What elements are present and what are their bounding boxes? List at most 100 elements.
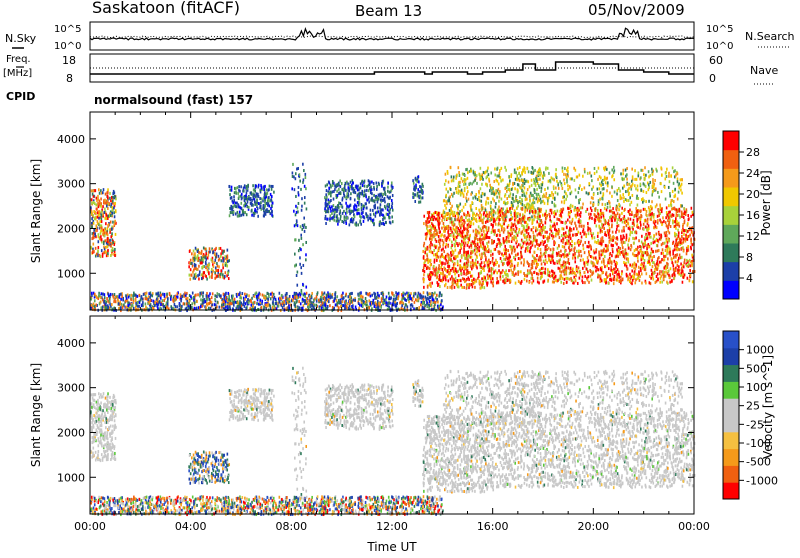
power-echo bbox=[590, 275, 592, 278]
power-echo bbox=[629, 203, 631, 206]
power-echo bbox=[205, 248, 207, 251]
power-echo bbox=[451, 244, 453, 247]
power-echo bbox=[449, 238, 451, 241]
power-echo bbox=[339, 179, 341, 182]
power-echo bbox=[264, 185, 266, 188]
power-echo bbox=[110, 254, 112, 257]
power-echo bbox=[599, 217, 601, 220]
power-echo bbox=[549, 233, 551, 236]
power-echo bbox=[578, 220, 580, 223]
power-echo bbox=[636, 248, 638, 251]
power-echo bbox=[370, 213, 372, 216]
power-echo bbox=[231, 196, 233, 199]
power-echo bbox=[678, 257, 680, 260]
power-echo bbox=[588, 245, 590, 248]
power-echo bbox=[447, 231, 449, 234]
power-echo bbox=[206, 278, 208, 281]
power-echo bbox=[644, 219, 646, 222]
power-echo bbox=[504, 214, 506, 217]
power-echo bbox=[95, 247, 97, 250]
power-echo bbox=[489, 236, 491, 239]
power-echo bbox=[91, 237, 93, 240]
power-echo bbox=[579, 277, 581, 280]
power-echo bbox=[673, 200, 675, 203]
power-echo bbox=[260, 184, 262, 187]
power-echo bbox=[344, 215, 346, 218]
power-echo bbox=[188, 265, 190, 268]
power-echo bbox=[193, 257, 195, 260]
power-echo bbox=[446, 227, 448, 230]
power-echo bbox=[370, 191, 372, 194]
power-echo bbox=[690, 215, 692, 218]
power-echo bbox=[477, 238, 479, 241]
power-echo bbox=[574, 246, 576, 249]
power-echo bbox=[370, 209, 372, 212]
power-echo bbox=[106, 204, 108, 207]
power-echo bbox=[422, 185, 424, 188]
power-echo bbox=[115, 209, 117, 212]
power-echo bbox=[509, 218, 511, 221]
power-echo bbox=[251, 214, 253, 217]
power-echo bbox=[448, 181, 450, 184]
power-echo bbox=[473, 222, 475, 225]
power-echo bbox=[637, 274, 639, 277]
power-echo bbox=[189, 278, 191, 281]
power-echo bbox=[688, 249, 690, 252]
power-echo bbox=[597, 188, 599, 191]
power-echo bbox=[473, 264, 475, 267]
power-echo bbox=[213, 265, 215, 268]
power-echo bbox=[580, 250, 582, 253]
power-echo bbox=[497, 180, 499, 183]
power-echo bbox=[667, 213, 669, 216]
power-echo bbox=[520, 174, 522, 177]
power-echo bbox=[524, 186, 526, 189]
power-echo bbox=[505, 279, 507, 282]
power-echo bbox=[230, 211, 232, 214]
power-echo bbox=[430, 241, 432, 244]
power-echo bbox=[501, 198, 503, 201]
power-echo bbox=[446, 275, 448, 278]
power-echo bbox=[607, 275, 609, 278]
power-echo bbox=[295, 205, 297, 208]
power-echo bbox=[529, 250, 531, 253]
power-echo bbox=[626, 173, 628, 176]
power-echo bbox=[660, 275, 662, 278]
power-echo bbox=[524, 178, 526, 181]
power-echo bbox=[101, 214, 103, 217]
power-echo bbox=[521, 224, 523, 227]
power-echo bbox=[359, 192, 361, 195]
power-echo bbox=[615, 231, 617, 234]
power-echo bbox=[112, 241, 114, 244]
power-echo bbox=[627, 217, 629, 220]
power-echo bbox=[114, 202, 116, 205]
power-echo bbox=[642, 267, 644, 270]
power-echo bbox=[229, 193, 231, 196]
power-echo bbox=[248, 197, 250, 200]
power-echo bbox=[496, 271, 498, 274]
power-echo bbox=[633, 276, 635, 279]
power-echo bbox=[423, 266, 425, 269]
power-echo bbox=[674, 255, 676, 258]
power-echo bbox=[618, 276, 620, 279]
power-echo bbox=[588, 227, 590, 230]
power-echo bbox=[596, 266, 598, 269]
power-echo bbox=[349, 205, 351, 208]
power-echo bbox=[303, 178, 305, 181]
power-echo bbox=[302, 163, 304, 166]
power-echo bbox=[359, 195, 361, 198]
freq-label-1: Freq. bbox=[6, 54, 31, 65]
power-echo bbox=[476, 174, 478, 177]
power-echo bbox=[423, 222, 425, 225]
power-echo bbox=[685, 234, 687, 237]
power-echo bbox=[475, 259, 477, 262]
power-echo bbox=[578, 266, 580, 269]
power-echo bbox=[326, 183, 328, 186]
power-echo bbox=[491, 218, 493, 221]
power-echo bbox=[516, 178, 518, 181]
power-echo bbox=[305, 286, 307, 289]
power-echo bbox=[525, 198, 527, 201]
power-echo bbox=[681, 213, 683, 216]
power-echo bbox=[675, 227, 677, 230]
power-echo bbox=[644, 236, 646, 239]
power-echo bbox=[270, 207, 272, 210]
